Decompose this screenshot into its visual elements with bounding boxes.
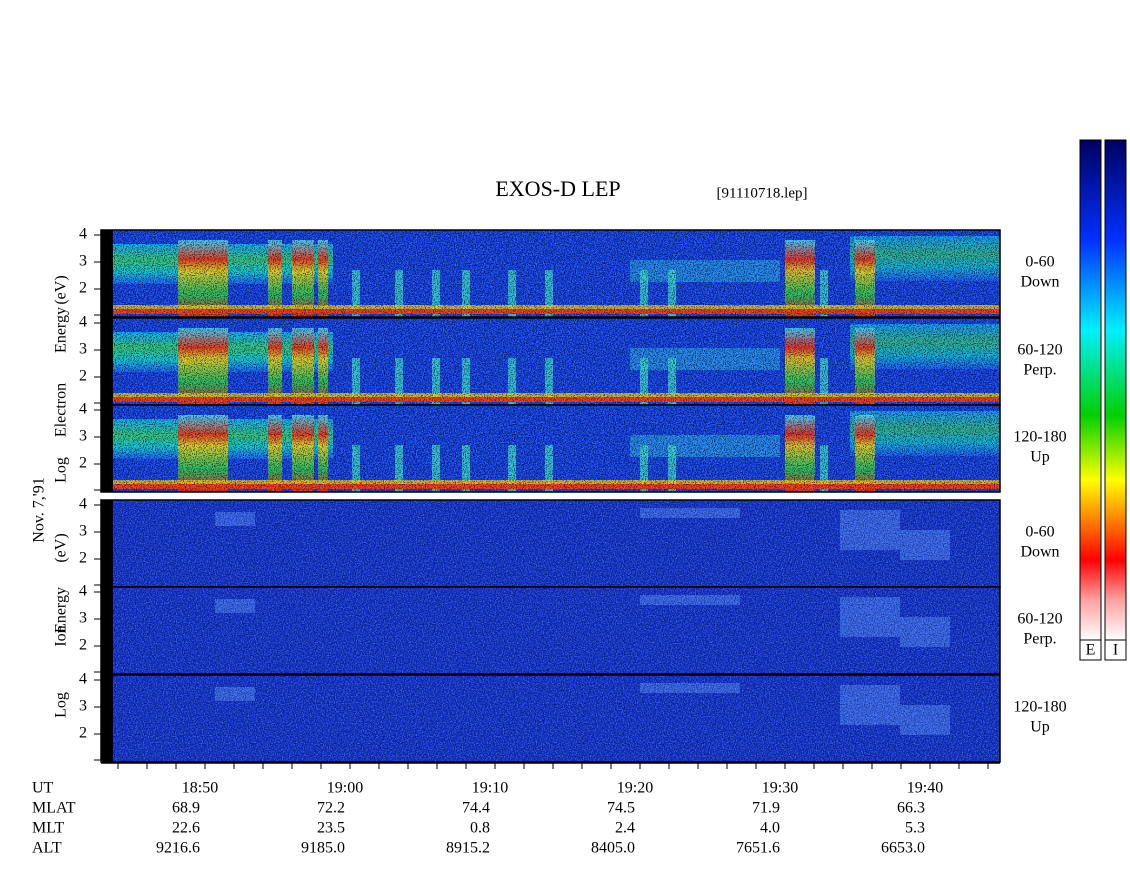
file-name: [91110718.lep]: [717, 185, 808, 201]
ephemeris-value: 72.2: [317, 800, 345, 817]
spectrograms: [100, 229, 1001, 763]
ephemeris-value: 2.4: [615, 820, 635, 837]
energy-tick-label: 4: [79, 401, 87, 418]
axis-label: Log: [53, 692, 70, 718]
ephemeris-value: 4.0: [760, 820, 780, 837]
energy-tick-label: 2: [79, 725, 87, 742]
energy-tick-label: 2: [79, 280, 87, 297]
ephemeris-value: 74.5: [607, 800, 635, 817]
colorbar: [1104, 139, 1127, 641]
energy-tick-label: 3: [79, 341, 87, 358]
strip: [101, 587, 113, 674]
colorbar-label: E: [1086, 642, 1096, 659]
ephemeris-value: 23.5: [317, 820, 345, 837]
energy-tick-label: 2: [79, 368, 87, 385]
energy-tick-label: 3: [79, 253, 87, 270]
ephemeris-value: 6653.0: [881, 840, 925, 857]
ephemeris-value: 5.3: [905, 820, 925, 837]
row-label: MLT: [32, 820, 65, 837]
energy-tick-label: 4: [79, 496, 87, 513]
angle-label: 120-180: [1013, 429, 1066, 446]
strip: [101, 500, 113, 587]
ephemeris-value: 7651.6: [736, 840, 780, 857]
ephemeris-value: 66.3: [897, 800, 925, 817]
strip: [101, 675, 113, 762]
row-label: MLAT: [32, 800, 76, 817]
direction-label: Up: [1030, 449, 1050, 466]
axis-label: (eV): [53, 275, 70, 304]
ephemeris-value: 71.9: [752, 800, 780, 817]
angle-label: 60-120: [1017, 342, 1062, 359]
ephemeris-value: 0.8: [470, 820, 490, 837]
noise: [101, 405, 1000, 492]
frame: [100, 404, 1001, 493]
row-label: UT: [32, 780, 54, 797]
colorbar-box: [1079, 639, 1102, 661]
noise: [101, 230, 1000, 317]
strip: [101, 405, 113, 492]
energy-tick-label: 2: [79, 455, 87, 472]
colorbar: [1079, 139, 1102, 641]
ephemeris-value: 19:10: [472, 780, 508, 797]
ephemeris-value: 9185.0: [301, 840, 345, 857]
title: EXOS-D LEP: [495, 176, 620, 201]
energy-tick-label: 4: [79, 583, 87, 600]
direction-label: Perp.: [1023, 631, 1056, 648]
direction-label: Perp.: [1023, 362, 1056, 379]
angle-label: 0-60: [1025, 254, 1054, 271]
axis-label: Energy: [53, 587, 70, 633]
frame: [100, 229, 1001, 318]
energy-tick-label: 3: [79, 428, 87, 445]
ephemeris-value: 74.4: [462, 800, 490, 817]
energy-tick-label: 4: [79, 226, 87, 243]
direction-label: Down: [1020, 544, 1059, 561]
strip: [101, 318, 113, 405]
direction-label: Down: [1020, 274, 1059, 291]
ephemeris-value: 22.6: [172, 820, 200, 837]
energy-tick-label: 2: [79, 550, 87, 567]
energy-tick-label: 3: [79, 698, 87, 715]
axis-label: Energy: [53, 307, 70, 353]
ephemeris-value: 9216.6: [156, 840, 200, 857]
ephemeris-value: 68.9: [172, 800, 200, 817]
axis-label: Ion: [53, 625, 70, 646]
direction-label: Up: [1030, 719, 1050, 736]
noise: [101, 587, 1000, 674]
ephemeris-value: 19:20: [617, 780, 653, 797]
date: Nov. 7,'91: [31, 477, 48, 542]
axis-label: Electron: [53, 383, 70, 437]
ephemeris-value: 8915.2: [446, 840, 490, 857]
angle-label: 0-60: [1025, 524, 1054, 541]
energy-tick-label: 4: [79, 314, 87, 331]
angle-label: 60-120: [1017, 611, 1062, 628]
energy-tick-label: 2: [79, 637, 87, 654]
colorbar-label: I: [1113, 642, 1118, 659]
frame: [100, 586, 1001, 675]
frame: [100, 674, 1001, 763]
noise: [101, 675, 1000, 762]
ephemeris-value: 8405.0: [591, 840, 635, 857]
ephemeris-value: 19:00: [327, 780, 363, 797]
row-label: ALT: [32, 840, 62, 857]
noise: [101, 500, 1000, 587]
ephemeris-value: 18:50: [182, 780, 218, 797]
colorbar-box: [1104, 639, 1127, 661]
energy-tick-label: 3: [79, 523, 87, 540]
energy-tick-label: 4: [79, 671, 87, 688]
energy-tick-label: 3: [79, 610, 87, 627]
axis-label: Log: [53, 457, 70, 483]
axis-label: (eV): [53, 533, 70, 562]
angle-label: 120-180: [1013, 699, 1066, 716]
noise: [101, 318, 1000, 405]
ephemeris-value: 19:40: [907, 780, 943, 797]
strip: [101, 230, 113, 317]
ephemeris-value: 19:30: [762, 780, 798, 797]
